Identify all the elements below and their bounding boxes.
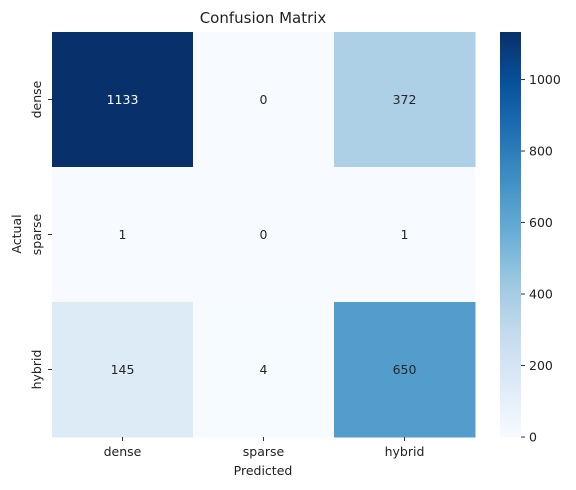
cell-value-dense-dense: 1133 — [107, 92, 139, 107]
y-axis-ticks: dense sparse hybrid — [29, 80, 52, 389]
heatmap-cell-hybrid-dense — [52, 302, 194, 438]
cell-value-dense-hybrid: 372 — [393, 92, 417, 107]
heatmap-cells — [52, 32, 476, 438]
cell-value-hybrid-hybrid: 650 — [393, 362, 417, 377]
cell-value-dense-sparse: 0 — [260, 92, 268, 107]
cell-value-hybrid-dense: 145 — [111, 362, 135, 377]
heatmap-cell-dense-sparse — [193, 32, 335, 168]
heatmap-cell-hybrid-sparse — [193, 302, 335, 438]
cell-value-sparse-hybrid: 1 — [401, 227, 409, 242]
cell-value-sparse-sparse: 0 — [260, 227, 268, 242]
x-axis-ticks: dense sparse hybrid — [104, 437, 425, 459]
heatmap-cell-sparse-dense — [52, 167, 194, 303]
colorbar-tick-label-800: 800 — [529, 144, 553, 159]
cell-value-hybrid-sparse: 4 — [260, 362, 268, 377]
heatmap-cell-sparse-sparse — [193, 167, 335, 303]
x-tick-label-dense: dense — [104, 444, 142, 459]
cell-value-sparse-dense: 1 — [119, 227, 127, 242]
y-tick-label-hybrid: hybrid — [29, 350, 44, 390]
heatmap-cell-dense-dense — [52, 32, 194, 168]
y-axis-label: Actual — [9, 214, 24, 253]
x-tick-label-sparse: sparse — [243, 444, 285, 459]
x-tick-label-hybrid: hybrid — [385, 444, 425, 459]
heatmap-cell-hybrid-hybrid — [334, 302, 476, 438]
heatmap-annotations: 1133 0 372 1 0 1 145 4 650 — [107, 92, 417, 377]
colorbar-tick-label-600: 600 — [529, 215, 553, 230]
chart-title: Confusion Matrix — [200, 9, 327, 27]
colorbar-tick-label-400: 400 — [529, 287, 553, 302]
colorbar — [500, 32, 521, 437]
y-tick-label-sparse: sparse — [29, 213, 44, 255]
heatmap-cell-sparse-hybrid — [334, 167, 476, 303]
y-tick-label-dense: dense — [29, 80, 44, 118]
colorbar-ticks: 0 200 400 600 800 1000 — [521, 72, 561, 445]
colorbar-tick-label-0: 0 — [529, 430, 537, 445]
x-axis-label: Predicted — [234, 463, 293, 478]
colorbar-tick-label-200: 200 — [529, 358, 553, 373]
heatmap-cell-dense-hybrid — [334, 32, 476, 168]
colorbar-tick-label-1000: 1000 — [529, 72, 561, 87]
